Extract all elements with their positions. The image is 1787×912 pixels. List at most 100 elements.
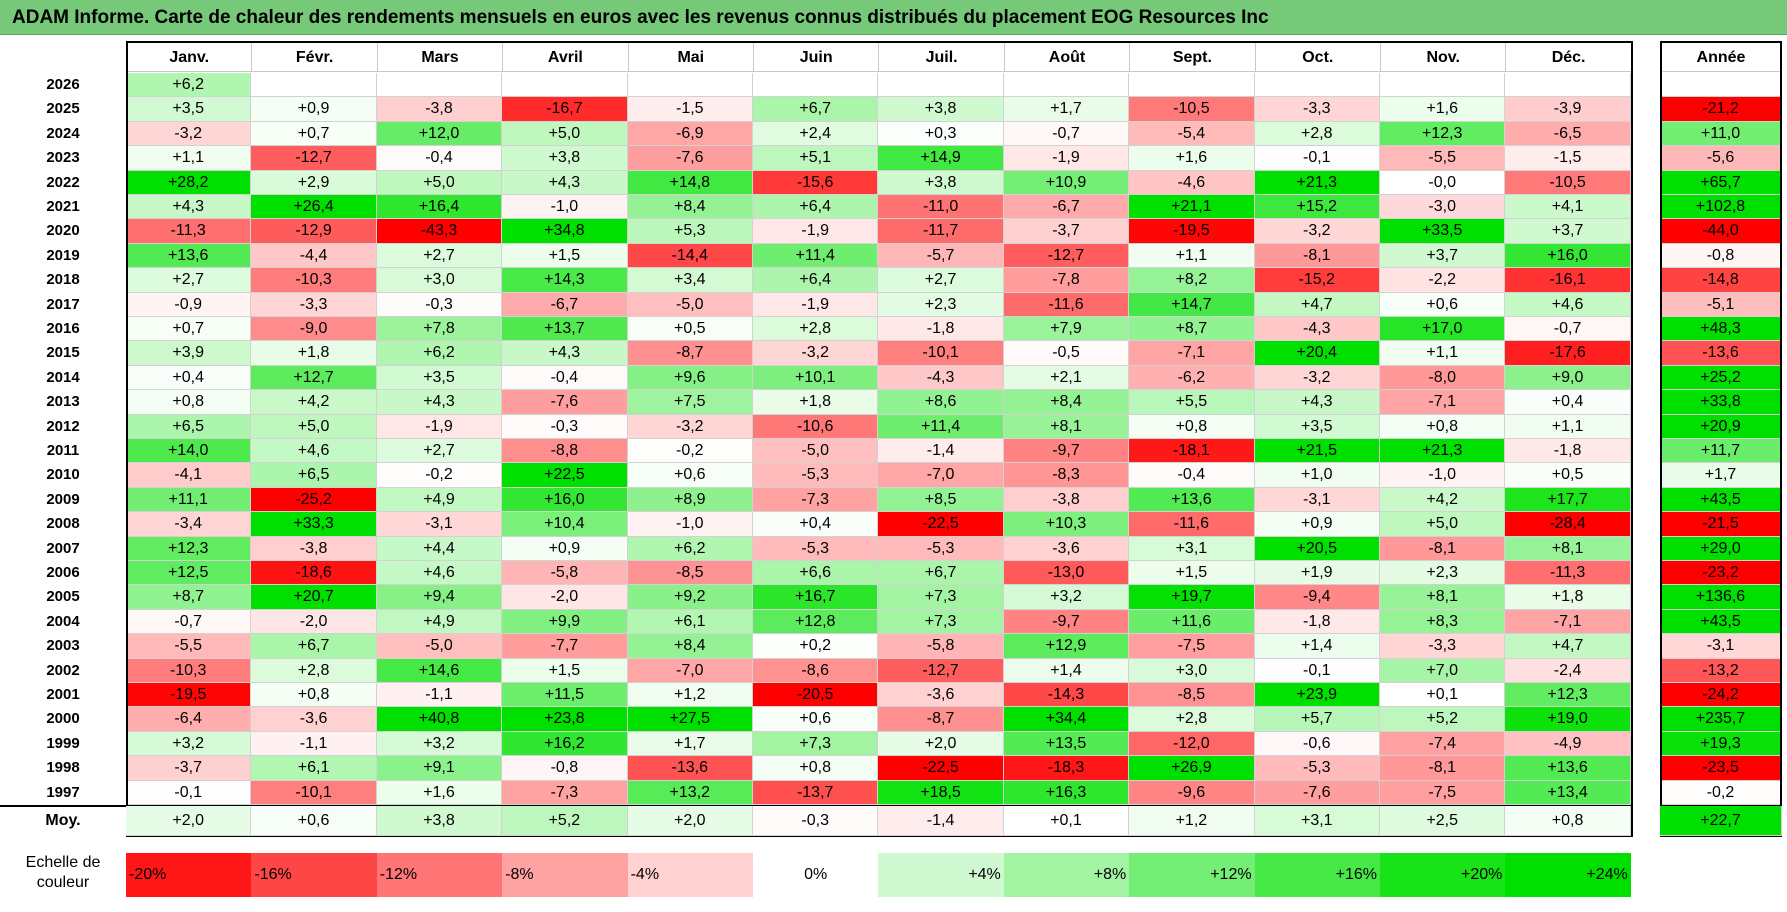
row-year-label: 2005 — [46, 588, 80, 606]
heatmap-cell: +0,5 — [1505, 463, 1631, 488]
heatmap-cell: +5,1 — [753, 146, 879, 171]
heatmap-cell: +6,4 — [753, 268, 879, 293]
heatmap-cell: +12,8 — [753, 609, 879, 635]
heatmap-cell: +17,7 — [1505, 487, 1631, 513]
heatmap-cell: +8,1 — [1003, 414, 1130, 439]
heatmap-cell: -7,4 — [1380, 731, 1506, 757]
heatmap-cell: +16,3 — [1003, 780, 1130, 805]
month-header: Juin — [753, 41, 880, 72]
annual-cell: +25,2 — [1660, 365, 1782, 391]
heatmap-cell: +4,7 — [1254, 292, 1380, 317]
annual-cell: -23,2 — [1660, 561, 1782, 586]
row-year-label: 2022 — [46, 173, 80, 191]
heatmap-cell: -20,5 — [753, 683, 879, 708]
heatmap-cell: +6,4 — [753, 195, 879, 220]
heatmap-cell: -2,2 — [1380, 268, 1506, 293]
heatmap-cell: +3,8 — [878, 97, 1004, 122]
heatmap-cell: +13,6 — [1129, 487, 1255, 513]
heatmap-cell: +1,5 — [502, 243, 628, 269]
heatmap-cell: +6,1 — [627, 609, 753, 635]
heatmap-cell: +28,2 — [126, 170, 252, 195]
heatmap-cell — [251, 73, 377, 98]
heatmap-cell: +0,1 — [1380, 683, 1506, 708]
heatmap-cell: -5,0 — [376, 634, 503, 659]
heatmap-cell: +7,8 — [376, 317, 503, 342]
color-scale-swatch: +12% — [1129, 853, 1255, 897]
heatmap-cell: -3,8 — [1003, 487, 1130, 513]
heatmap-cell: +4,6 — [251, 439, 377, 464]
heatmap-cell: -5,3 — [753, 463, 879, 488]
heatmap-cell: +1,2 — [627, 683, 753, 708]
heatmap-cell: -10,5 — [1129, 97, 1255, 122]
heatmap-cell: +0,2 — [753, 634, 879, 659]
heatmap-cell: -11,6 — [1129, 512, 1255, 537]
heatmap-cell: -6,7 — [502, 292, 628, 317]
heatmap-cell: +8,4 — [627, 634, 753, 659]
heatmap-cell: +4,3 — [502, 170, 628, 195]
row-year-label: 2008 — [46, 515, 80, 533]
heatmap-cell: +13,2 — [627, 780, 753, 805]
row-year-label: 2013 — [46, 393, 80, 411]
heatmap-cell: -1,8 — [1505, 439, 1631, 464]
heatmap-cell: -4,3 — [1254, 317, 1380, 342]
heatmap-cell: +26,9 — [1129, 756, 1255, 781]
heatmap-cell: -17,6 — [1505, 341, 1631, 366]
heatmap-cell: +3,8 — [878, 170, 1004, 195]
color-scale-label: Echelle de couleur — [25, 854, 101, 891]
heatmap-cell: +21,3 — [1380, 439, 1506, 464]
month-header: Juil. — [878, 41, 1005, 72]
average-cell: +5,2 — [502, 806, 628, 836]
row-year-label: 2011 — [46, 442, 80, 459]
heatmap-cell: +14,7 — [1129, 292, 1255, 317]
heatmap-cell: +11,4 — [878, 414, 1004, 439]
heatmap-cell: -6,4 — [126, 707, 252, 732]
heatmap-cell: +3,5 — [1254, 414, 1380, 439]
heatmap-cell: -1,0 — [1380, 463, 1506, 488]
heatmap-cell: +3,2 — [376, 731, 503, 757]
row-year-label: 2002 — [46, 661, 80, 679]
heatmap-cell — [1254, 73, 1380, 98]
heatmap-cell: +0,6 — [627, 463, 753, 488]
heatmap-cell: -9,7 — [1003, 609, 1130, 635]
heatmap-cell: -0,5 — [1003, 341, 1130, 366]
annual-cell: -21,5 — [1660, 512, 1782, 537]
heatmap-cell: +13,5 — [1003, 731, 1130, 757]
heatmap-cell: +13,6 — [126, 243, 252, 269]
heatmap-cell: -0,4 — [1129, 463, 1255, 488]
heatmap-cell: +8,2 — [1129, 268, 1255, 293]
heatmap-cell: +4,3 — [126, 195, 252, 220]
heatmap-cell: -3,6 — [251, 707, 377, 732]
chart-title: ADAM Informe. Carte de chaleur des rende… — [0, 0, 1787, 35]
heatmap-cell: +0,6 — [1380, 292, 1506, 317]
heatmap-cell: +10,9 — [1003, 170, 1130, 195]
heatmap-cell: -13,7 — [753, 780, 879, 805]
heatmap-cell: -3,8 — [376, 97, 503, 122]
heatmap-cell: -1,8 — [878, 317, 1004, 342]
heatmap-cell: -3,2 — [1254, 219, 1380, 244]
heatmap-cell: -7,3 — [502, 780, 628, 805]
annual-cell: -3,1 — [1660, 634, 1782, 659]
heatmap-cell: -3,7 — [126, 756, 252, 781]
heatmap-cell: -14,3 — [1003, 683, 1130, 708]
row-year-label: 2018 — [46, 271, 80, 289]
heatmap-cell: -3,1 — [1254, 487, 1380, 513]
heatmap-cell: +2,4 — [753, 121, 879, 147]
heatmap-cell: +19,7 — [1129, 585, 1255, 610]
color-scale-swatch: +8% — [1003, 853, 1130, 897]
heatmap-cell: +14,6 — [376, 658, 503, 683]
heatmap-cell: -1,9 — [1003, 146, 1130, 171]
heatmap-cell: +4,3 — [502, 341, 628, 366]
heatmap-cell: -3,3 — [1380, 634, 1506, 659]
heatmap-cell: -15,6 — [753, 170, 879, 195]
annual-cell: -23,5 — [1660, 756, 1782, 781]
heatmap-cell: -3,2 — [753, 341, 879, 366]
average-cell: -0,3 — [753, 806, 879, 836]
heatmap-cell: +6,5 — [126, 414, 252, 439]
annual-cell: +136,6 — [1660, 585, 1782, 610]
heatmap-cell: +20,5 — [1254, 536, 1380, 561]
heatmap-cell: +10,3 — [1003, 512, 1130, 537]
heatmap-cell: +27,5 — [627, 707, 753, 732]
heatmap-cell: -5,3 — [753, 536, 879, 561]
year-total-header: Année — [1660, 41, 1782, 72]
heatmap-cell: -1,9 — [376, 414, 503, 439]
